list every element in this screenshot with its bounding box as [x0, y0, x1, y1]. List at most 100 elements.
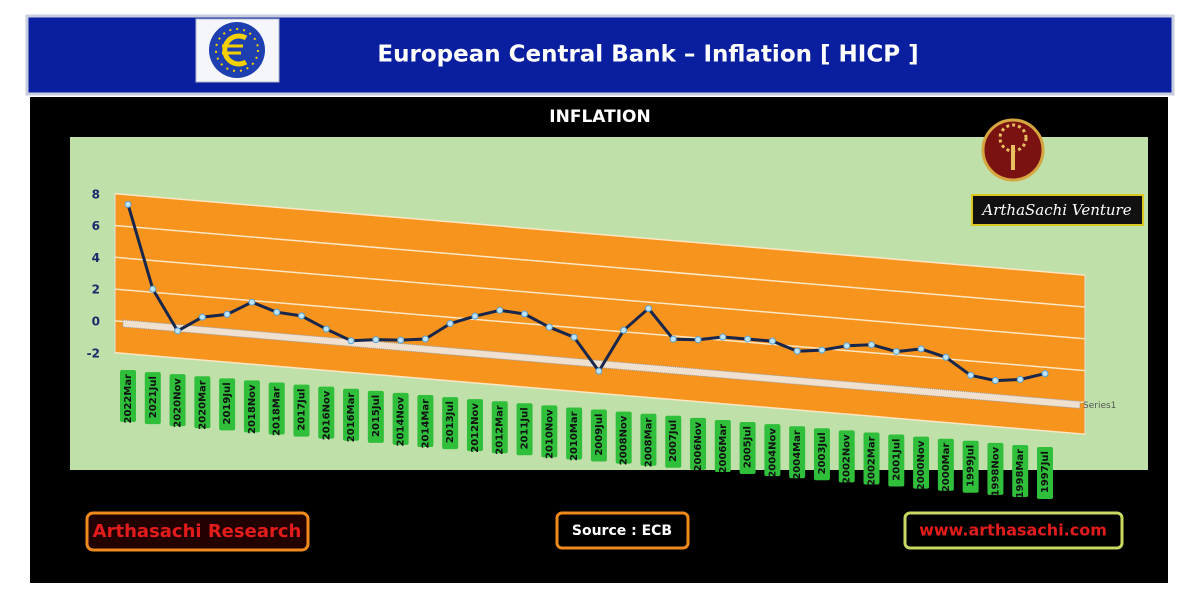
- x-tick-label: 2004Nov: [767, 428, 778, 478]
- x-tick-label: 2016Nov: [321, 390, 332, 440]
- data-point: [644, 304, 652, 312]
- data-point: [521, 310, 529, 318]
- x-tick-tag: [541, 405, 558, 458]
- grid-line: [114, 256, 1086, 340]
- data-point: [793, 347, 801, 355]
- data-point: [694, 336, 702, 344]
- x-tick-label: 2008Mar: [643, 418, 654, 468]
- x-tick-tag: [888, 434, 905, 487]
- x-tick-label: 2020Mar: [197, 380, 208, 430]
- data-point: [942, 353, 950, 361]
- x-tick-tag: [714, 419, 731, 472]
- grid-line: [114, 192, 1086, 276]
- x-tick-tag: [1037, 447, 1053, 500]
- x-tick-label: 2006Nov: [693, 421, 704, 471]
- header-title: European Central Bank – Inflation [ HICP…: [377, 42, 918, 68]
- ecb-logo: [195, 18, 280, 83]
- data-point: [570, 333, 578, 341]
- x-tick-tag: [665, 415, 682, 468]
- x-tick-label: 2008Nov: [619, 415, 630, 465]
- data-point: [669, 335, 677, 343]
- data-point: [744, 335, 752, 343]
- y-tick-label: 6: [92, 219, 100, 233]
- x-tick-tag: [243, 380, 260, 433]
- x-tick-label: 2013Jul: [445, 401, 456, 443]
- x-tick-label: 2011Jul: [520, 407, 531, 449]
- x-tick-tag: [789, 426, 806, 479]
- data-point: [620, 326, 628, 334]
- x-tick-tag: [392, 392, 409, 445]
- legend-label: Series1: [1083, 401, 1116, 411]
- x-tick-label: 2021Jul: [148, 376, 159, 418]
- x-tick-tag: [417, 394, 434, 447]
- data-point: [446, 320, 454, 328]
- x-tick-label: 2001Jul: [891, 439, 902, 481]
- x-tick-label: 2020Nov: [173, 378, 184, 428]
- data-point: [322, 325, 330, 333]
- venture-text: ArthaSachi Venture: [980, 201, 1131, 219]
- x-tick-tag: [863, 432, 880, 485]
- research-badge: [85, 511, 310, 552]
- x-tick-label: 2000Mar: [941, 443, 952, 493]
- x-tick-label: 2009Jul: [594, 414, 605, 456]
- data-point: [397, 336, 405, 344]
- x-tick-tag: [615, 411, 632, 464]
- x-tick-tag: [466, 399, 483, 452]
- x-tick-label: 2015Jul: [371, 395, 382, 437]
- x-tick-tag: [169, 374, 186, 427]
- data-point: [347, 337, 355, 345]
- x-tick-tag: [566, 407, 583, 460]
- x-tick-label: 2019Jul: [222, 382, 233, 424]
- x-tick-tag: [1012, 444, 1029, 497]
- y-tick-label: -2: [87, 346, 100, 360]
- data-point: [248, 298, 256, 306]
- x-tick-tag: [144, 372, 161, 425]
- data-point: [174, 327, 182, 335]
- data-point: [1041, 370, 1049, 378]
- x-tick-label: 1998Mar: [1015, 449, 1026, 499]
- source-badge: [555, 511, 690, 550]
- x-tick-label: 2012Mar: [495, 405, 506, 455]
- data-point: [1016, 375, 1024, 383]
- x-tick-label: 1999Jul: [966, 445, 977, 487]
- x-tick-tag: [194, 376, 211, 429]
- x-tick-label: 2014Nov: [396, 396, 407, 446]
- data-point: [372, 336, 380, 344]
- venture-badge: [971, 194, 1144, 226]
- data-point: [991, 377, 999, 385]
- x-tick-label: 2010Nov: [544, 409, 555, 459]
- x-tick-tag: [491, 401, 508, 454]
- x-tick-label: 2012Nov: [470, 403, 481, 453]
- x-tick-tag: [318, 386, 335, 439]
- research-text: Arthasachi Research: [93, 521, 302, 542]
- x-tick-tag: [937, 438, 954, 491]
- x-tick-label: 1997Jul: [1040, 451, 1051, 493]
- data-point: [198, 313, 206, 321]
- x-tick-label: 1998Nov: [990, 446, 1001, 496]
- grid-line: [114, 351, 1086, 435]
- data-point: [421, 335, 429, 343]
- source-text: Source : ECB: [572, 523, 672, 539]
- logo-tree: [981, 118, 1045, 182]
- x-tick-label: 2010Mar: [569, 411, 580, 461]
- y-tick-label: 8: [92, 187, 100, 201]
- x-tick-tag: [962, 440, 979, 493]
- x-tick-label: 2016Mar: [346, 393, 357, 443]
- y-tick-label: 2: [92, 283, 100, 297]
- x-tick-label: 2002Nov: [842, 434, 853, 484]
- x-tick-label: 2022Mar: [123, 374, 134, 424]
- data-point: [818, 346, 826, 354]
- x-tick-label: 2006Mar: [718, 424, 729, 474]
- data-point: [719, 333, 727, 341]
- data-point: [917, 345, 925, 353]
- data-point: [595, 367, 603, 375]
- x-tick-tag: [442, 397, 459, 450]
- x-tick-tag: [516, 403, 533, 456]
- y-tick-label: 4: [92, 251, 100, 265]
- data-point: [124, 200, 132, 208]
- data-point: [223, 310, 231, 318]
- x-tick-tag: [268, 382, 285, 435]
- grid-line: [114, 288, 1086, 372]
- x-tick-tag: [764, 424, 781, 477]
